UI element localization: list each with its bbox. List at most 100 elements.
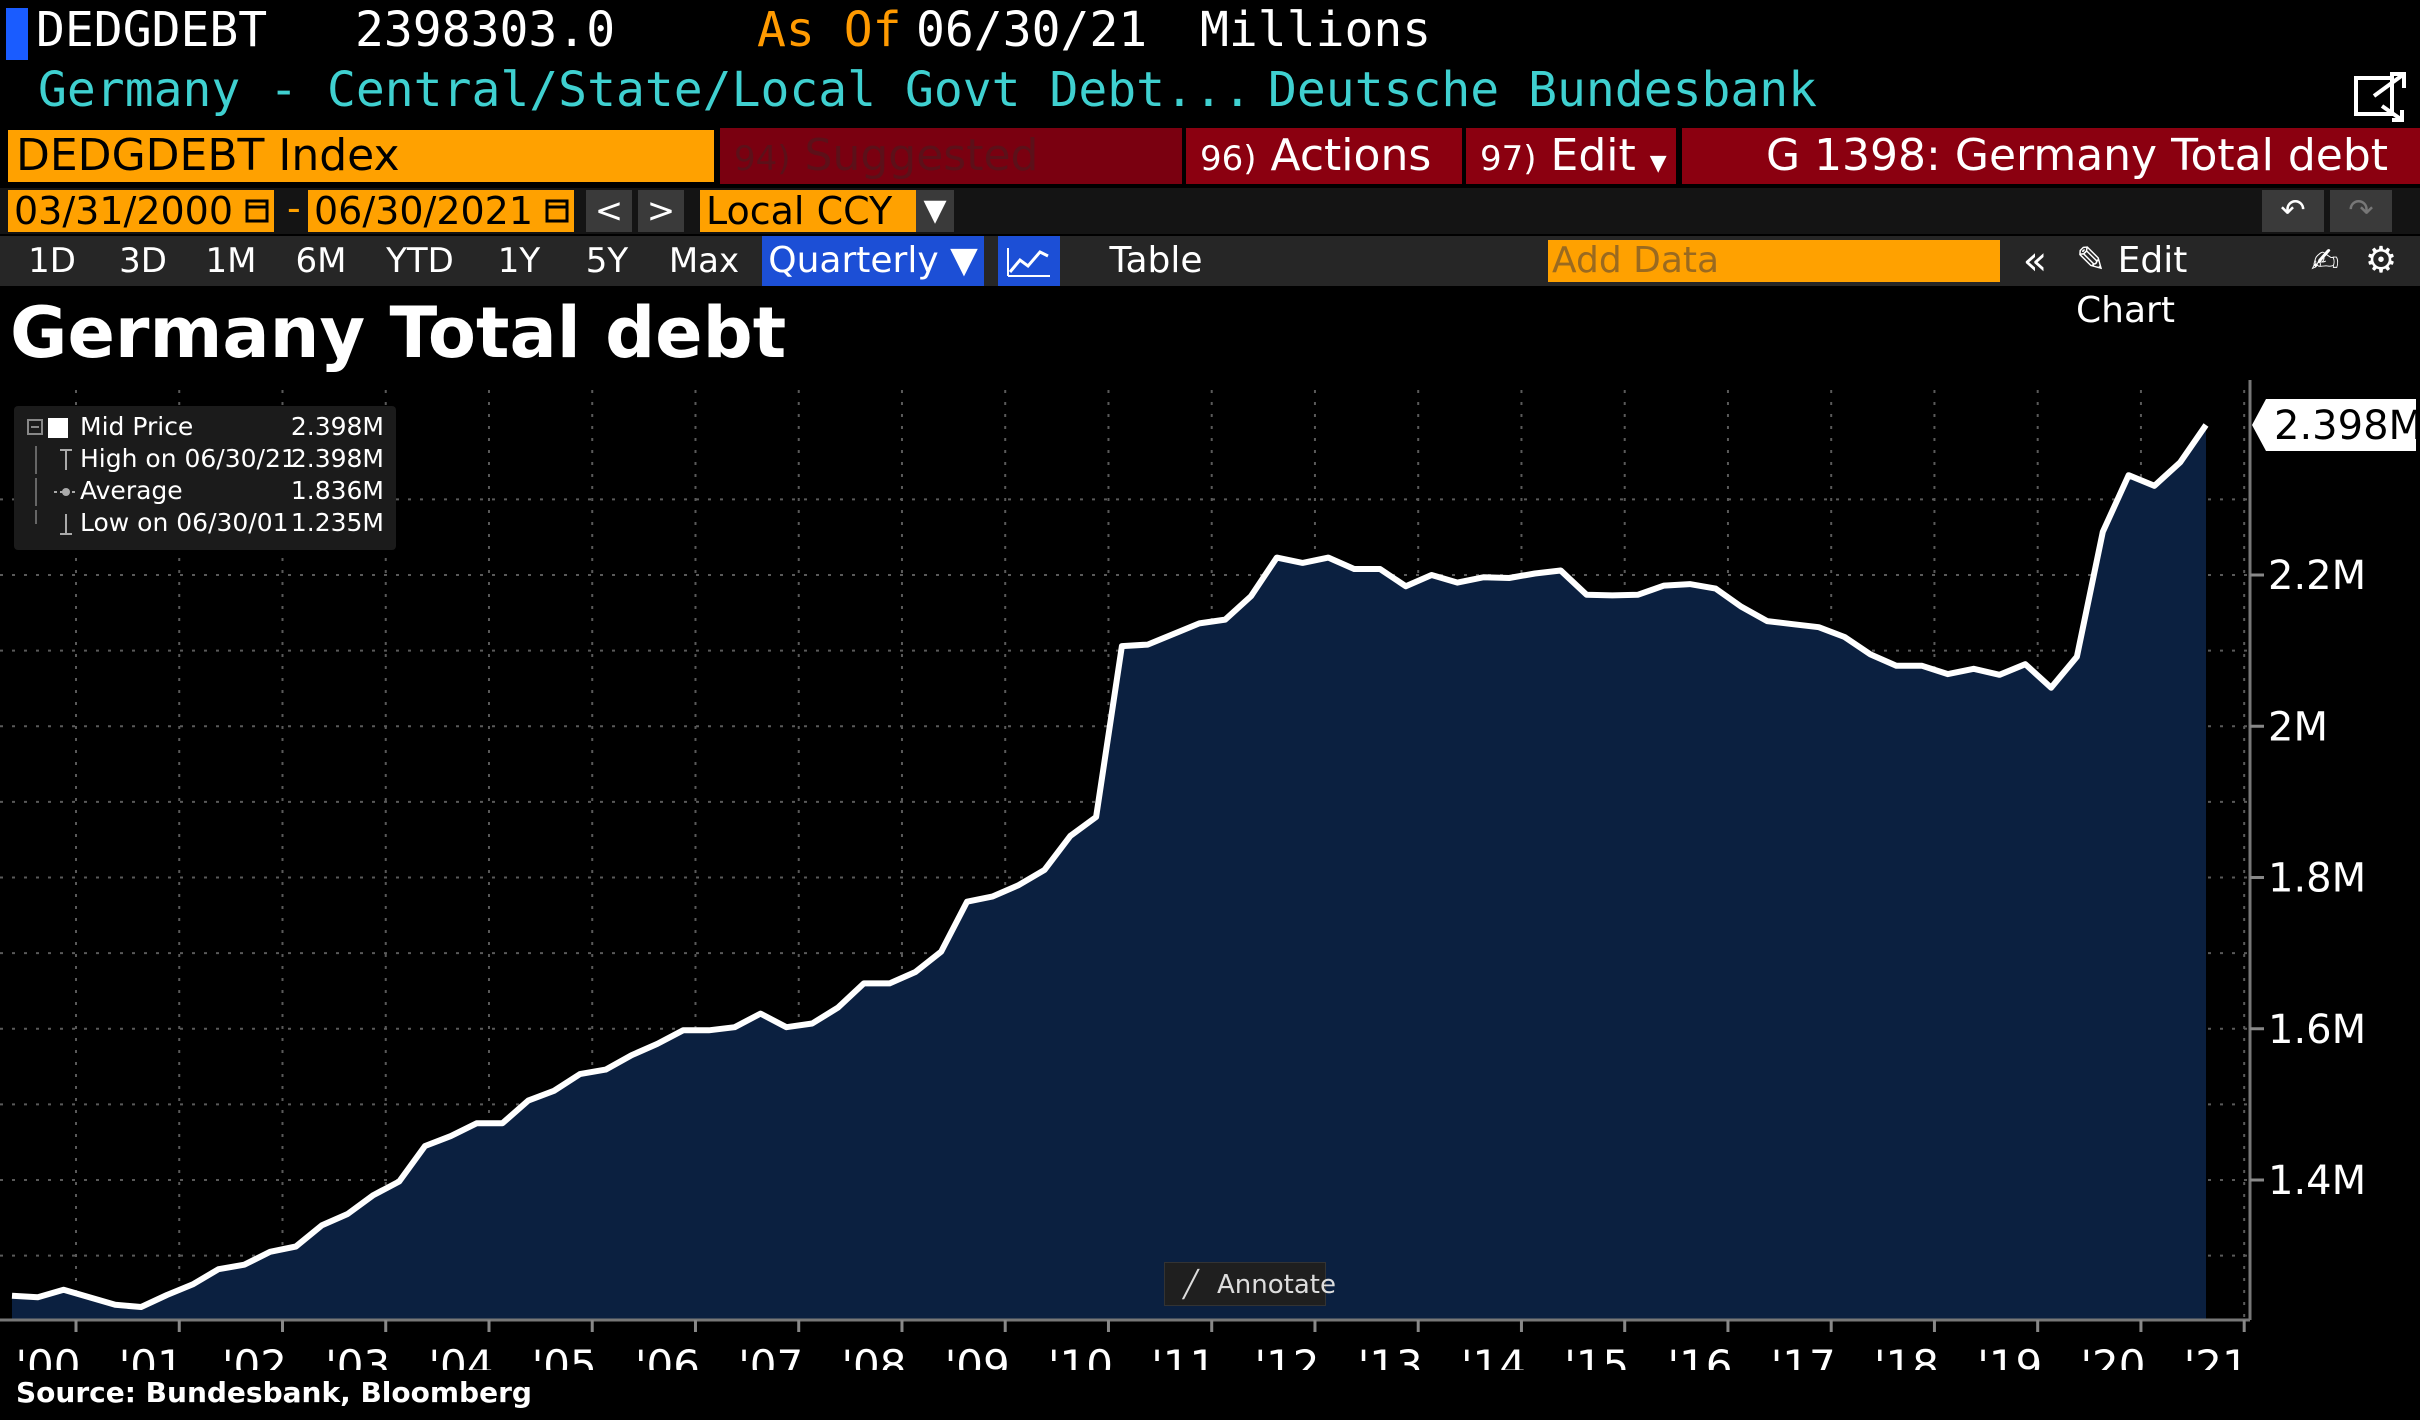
x-tick-label: '03 bbox=[325, 1341, 390, 1370]
x-tick-label: '00 bbox=[16, 1341, 81, 1370]
data-source-name: Deutsche Bundesbank bbox=[1268, 62, 1818, 118]
add-data-input[interactable]: Add Data bbox=[1548, 240, 2000, 282]
as-of-date: 06/30/21 bbox=[916, 2, 1148, 58]
legend-label: Low on 06/30/01 bbox=[80, 508, 289, 537]
y-tick-label: 2M bbox=[2268, 704, 2328, 750]
x-tick-label: '12 bbox=[1254, 1341, 1319, 1370]
annotate-button[interactable]: ╱ Annotate bbox=[1164, 1262, 1336, 1306]
last-value-callout: 2.398M bbox=[2252, 399, 2420, 452]
edit-series-icon[interactable]: ✍ bbox=[2310, 241, 2340, 281]
legend-value: 2.398M bbox=[290, 444, 384, 473]
undo-icon[interactable]: ↶ bbox=[2262, 190, 2324, 232]
legend-row-average: Average 1.836M bbox=[14, 476, 396, 508]
legend-row-high: High on 06/30/21 2.398M bbox=[14, 444, 396, 476]
last-value-label: 2.398M bbox=[2274, 403, 2420, 449]
currency-dropdown-icon[interactable]: ▼ bbox=[916, 190, 954, 232]
redo-icon[interactable]: ↷ bbox=[2330, 190, 2392, 232]
x-tick-label: '16 bbox=[1667, 1341, 1732, 1370]
currency-select[interactable]: Local CCY bbox=[700, 190, 954, 232]
chart-legend[interactable]: Mid Price 2.398M High on 06/30/21 2.398M… bbox=[14, 406, 396, 550]
x-tick-label: '01 bbox=[119, 1341, 184, 1370]
x-tick-label: '06 bbox=[635, 1341, 700, 1370]
edit-chart-button[interactable]: ✎ Edit Chart bbox=[2076, 236, 2286, 331]
x-tick-label: '07 bbox=[738, 1341, 803, 1370]
legend-value: 1.836M bbox=[290, 476, 384, 505]
previous-period-button[interactable]: < bbox=[586, 190, 632, 232]
legend-row-low: Low on 06/30/01 1.235M bbox=[14, 508, 396, 540]
y-tick-label: 1.6M bbox=[2268, 1007, 2366, 1053]
as-of-label: As Of bbox=[757, 2, 902, 58]
actions-menu-button[interactable]: 96) Actions ▼ bbox=[1186, 128, 1462, 235]
actions-shortcut: 96) bbox=[1200, 139, 1257, 179]
x-tick-label: '15 bbox=[1564, 1341, 1629, 1370]
popout-window-icon[interactable] bbox=[2352, 70, 2408, 122]
period-1y[interactable]: 1Y bbox=[497, 241, 541, 281]
period-ytd[interactable]: YTD bbox=[386, 241, 454, 281]
actions-label: Actions bbox=[1270, 130, 1432, 181]
next-period-button[interactable]: > bbox=[638, 190, 684, 232]
x-tick-label: '20 bbox=[2080, 1341, 2145, 1370]
period-3d[interactable]: 3D bbox=[119, 241, 167, 281]
x-tick-label: '08 bbox=[841, 1341, 906, 1370]
ticker-color-marker bbox=[6, 8, 28, 60]
y-tick-label: 1.8M bbox=[2268, 856, 2366, 902]
legend-mid-price-icon bbox=[27, 418, 68, 438]
annotate-pen-icon: ╱ bbox=[1183, 1270, 1199, 1300]
date-range-separator: - bbox=[287, 186, 301, 230]
x-tick-label: '09 bbox=[945, 1341, 1010, 1370]
calendar-icon[interactable] bbox=[240, 190, 274, 232]
legend-label: High on 06/30/21 bbox=[80, 444, 297, 473]
series-line bbox=[11, 423, 2209, 1310]
x-tick-label: '21 bbox=[2184, 1341, 2249, 1370]
frequency-dropdown-icon: ▼ bbox=[950, 240, 978, 281]
annotate-label: Annotate bbox=[1217, 1270, 1336, 1300]
end-date-field[interactable]: 06/30/2021 bbox=[308, 190, 540, 232]
x-tick-label: '11 bbox=[1151, 1341, 1216, 1370]
chart-id-title: G 1398: Germany Total debt bbox=[1682, 128, 2420, 184]
x-tick-label: '13 bbox=[1358, 1341, 1423, 1370]
suggested-charts-shortcut: 94) bbox=[734, 139, 791, 179]
security-description: Germany - Central/State/Local Govt Debt.… bbox=[38, 62, 1252, 118]
x-tick-label: '05 bbox=[532, 1341, 597, 1370]
units-label: Millions bbox=[1200, 2, 1432, 58]
edit-menu-button[interactable]: 97) Edit ▼ bbox=[1466, 128, 1676, 184]
period-1m[interactable]: 1M bbox=[205, 241, 257, 281]
period-1d[interactable]: 1D bbox=[28, 241, 76, 281]
edit-dropdown-icon: ▼ bbox=[1649, 151, 1667, 176]
legend-low-icon bbox=[35, 510, 72, 535]
settings-gear-icon[interactable]: ⚙ bbox=[2364, 240, 2398, 281]
legend-row-mid-price: Mid Price 2.398M bbox=[14, 412, 396, 444]
pencil-icon: ✎ bbox=[2076, 240, 2107, 281]
period-max[interactable]: Max bbox=[668, 241, 740, 281]
legend-label: Average bbox=[80, 476, 183, 505]
calendar-icon[interactable] bbox=[540, 190, 574, 232]
x-tick-label: '17 bbox=[1771, 1341, 1836, 1370]
legend-value: 1.235M bbox=[290, 508, 384, 537]
x-tick-label: '18 bbox=[1874, 1341, 1939, 1370]
table-view-button[interactable]: Table bbox=[1109, 240, 1203, 281]
edit-shortcut: 97) bbox=[1480, 139, 1537, 179]
edit-chart-label: Edit Chart bbox=[2076, 240, 2188, 331]
edit-label: Edit bbox=[1550, 130, 1636, 181]
y-tick-label: 1.4M bbox=[2268, 1158, 2366, 1204]
security-input[interactable]: DEDGDEBT Index bbox=[8, 130, 714, 182]
series-area-fill bbox=[12, 425, 2206, 1320]
period-6m[interactable]: 6M bbox=[295, 241, 347, 281]
collapse-panel-icon[interactable]: « bbox=[2006, 236, 2064, 286]
legend-high-icon bbox=[35, 446, 72, 474]
ticker-symbol: DEDGDEBT bbox=[36, 2, 268, 58]
frequency-select[interactable]: Quarterly ▼ bbox=[762, 236, 984, 286]
legend-average-icon bbox=[35, 478, 76, 506]
legend-label: Mid Price bbox=[80, 412, 194, 441]
suggested-charts-button[interactable]: 94) Suggested Charts bbox=[720, 128, 1182, 240]
x-tick-label: '19 bbox=[1977, 1341, 2042, 1370]
period-5y[interactable]: 5Y bbox=[585, 241, 629, 281]
x-tick-label: '04 bbox=[428, 1341, 493, 1370]
x-tick-label: '14 bbox=[1461, 1341, 1526, 1370]
legend-value: 2.398M bbox=[290, 412, 384, 441]
frequency-label: Quarterly bbox=[768, 240, 939, 281]
start-date-field[interactable]: 03/31/2000 bbox=[8, 190, 240, 232]
last-value: 2398303.0 bbox=[355, 2, 616, 58]
source-footnote: Source: Bundesbank, Bloomberg bbox=[16, 1376, 532, 1409]
line-chart-icon[interactable] bbox=[998, 236, 1060, 286]
